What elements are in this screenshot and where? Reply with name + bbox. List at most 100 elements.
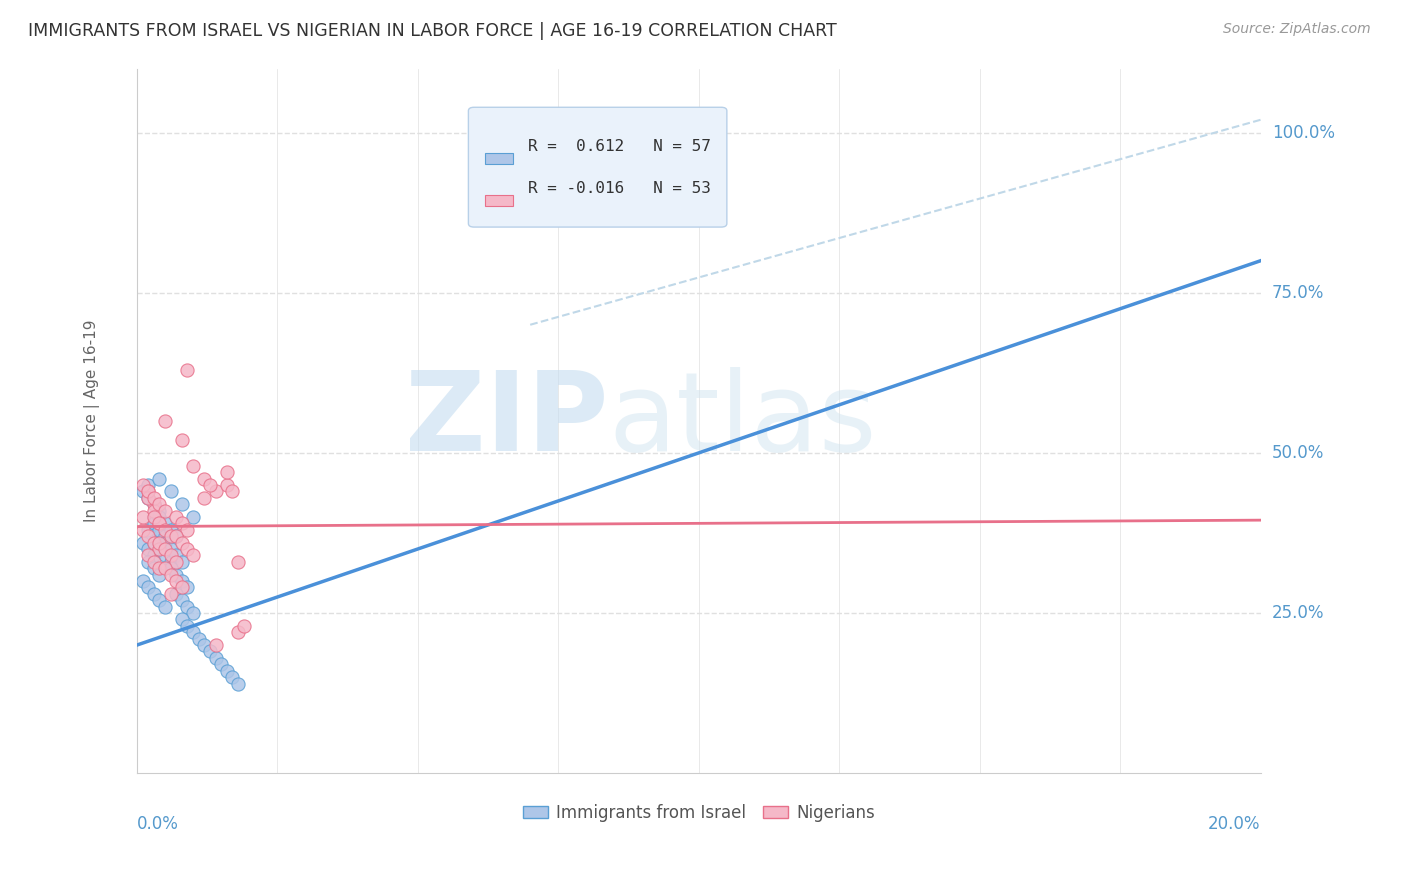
FancyBboxPatch shape: [485, 153, 513, 163]
Point: [148, 561, 170, 575]
Point: [142, 503, 165, 517]
Point: [165, 529, 187, 543]
Point: [142, 491, 165, 505]
Point: [209, 657, 232, 672]
Point: [170, 574, 193, 588]
Point: [142, 497, 165, 511]
Text: 75.0%: 75.0%: [1272, 284, 1324, 301]
Point: [148, 510, 170, 524]
Point: [193, 491, 215, 505]
Point: [131, 574, 153, 588]
Point: [148, 497, 170, 511]
Point: [165, 567, 187, 582]
Point: [176, 541, 198, 556]
FancyBboxPatch shape: [468, 107, 727, 227]
Point: [165, 529, 187, 543]
Text: Source: ZipAtlas.com: Source: ZipAtlas.com: [1223, 22, 1371, 37]
Point: [131, 523, 153, 537]
Point: [170, 433, 193, 447]
Point: [153, 599, 176, 614]
Point: [226, 555, 249, 569]
Point: [148, 529, 170, 543]
Point: [159, 523, 181, 537]
Point: [131, 535, 153, 549]
Point: [204, 484, 226, 499]
Point: [142, 535, 165, 549]
Point: [142, 510, 165, 524]
Point: [153, 523, 176, 537]
Point: [148, 593, 170, 607]
Point: [176, 523, 198, 537]
Point: [170, 516, 193, 531]
Point: [148, 516, 170, 531]
Point: [170, 612, 193, 626]
Point: [165, 555, 187, 569]
Point: [159, 567, 181, 582]
Point: [142, 587, 165, 601]
Point: [221, 670, 243, 684]
Point: [187, 632, 209, 646]
Point: [170, 593, 193, 607]
Text: In Labor Force | Age 16-19: In Labor Force | Age 16-19: [84, 319, 100, 522]
Text: R = -0.016   N = 53: R = -0.016 N = 53: [529, 181, 711, 196]
Point: [148, 541, 170, 556]
Point: [193, 638, 215, 652]
Point: [204, 638, 226, 652]
Point: [159, 529, 181, 543]
Text: 20.0%: 20.0%: [1208, 815, 1261, 833]
Point: [215, 465, 238, 479]
Point: [142, 516, 165, 531]
Point: [142, 555, 165, 569]
Point: [204, 651, 226, 665]
Text: R =  0.612   N = 57: R = 0.612 N = 57: [529, 138, 711, 153]
Point: [148, 516, 170, 531]
Point: [142, 510, 165, 524]
Point: [136, 555, 159, 569]
Point: [153, 529, 176, 543]
Point: [136, 484, 159, 499]
Point: [153, 503, 176, 517]
Point: [153, 549, 176, 563]
Point: [232, 619, 254, 633]
Point: [181, 458, 204, 473]
Point: [131, 478, 153, 492]
FancyBboxPatch shape: [485, 195, 513, 206]
Text: 100.0%: 100.0%: [1272, 124, 1334, 142]
Point: [215, 478, 238, 492]
Point: [136, 523, 159, 537]
Point: [136, 491, 159, 505]
Point: [131, 510, 153, 524]
Point: [176, 599, 198, 614]
Point: [221, 484, 243, 499]
Point: [181, 606, 204, 620]
Point: [142, 561, 165, 575]
Point: [165, 574, 187, 588]
Point: [226, 625, 249, 640]
Point: [198, 478, 221, 492]
Point: [181, 549, 204, 563]
Text: 25.0%: 25.0%: [1272, 604, 1324, 622]
Point: [153, 541, 176, 556]
Point: [148, 471, 170, 485]
Point: [153, 414, 176, 428]
Point: [176, 362, 198, 376]
Point: [176, 581, 198, 595]
Point: [136, 549, 159, 563]
Point: [165, 549, 187, 563]
Point: [165, 587, 187, 601]
Point: [148, 535, 170, 549]
Point: [136, 478, 159, 492]
Point: [142, 549, 165, 563]
Text: 0.0%: 0.0%: [136, 815, 179, 833]
Point: [181, 510, 204, 524]
Point: [148, 541, 170, 556]
Point: [176, 619, 198, 633]
Point: [159, 555, 181, 569]
Point: [215, 664, 238, 678]
Point: [170, 555, 193, 569]
Point: [198, 644, 221, 658]
Point: [131, 484, 153, 499]
Point: [136, 484, 159, 499]
Point: [142, 535, 165, 549]
Legend: Immigrants from Israel, Nigerians: Immigrants from Israel, Nigerians: [516, 797, 882, 829]
